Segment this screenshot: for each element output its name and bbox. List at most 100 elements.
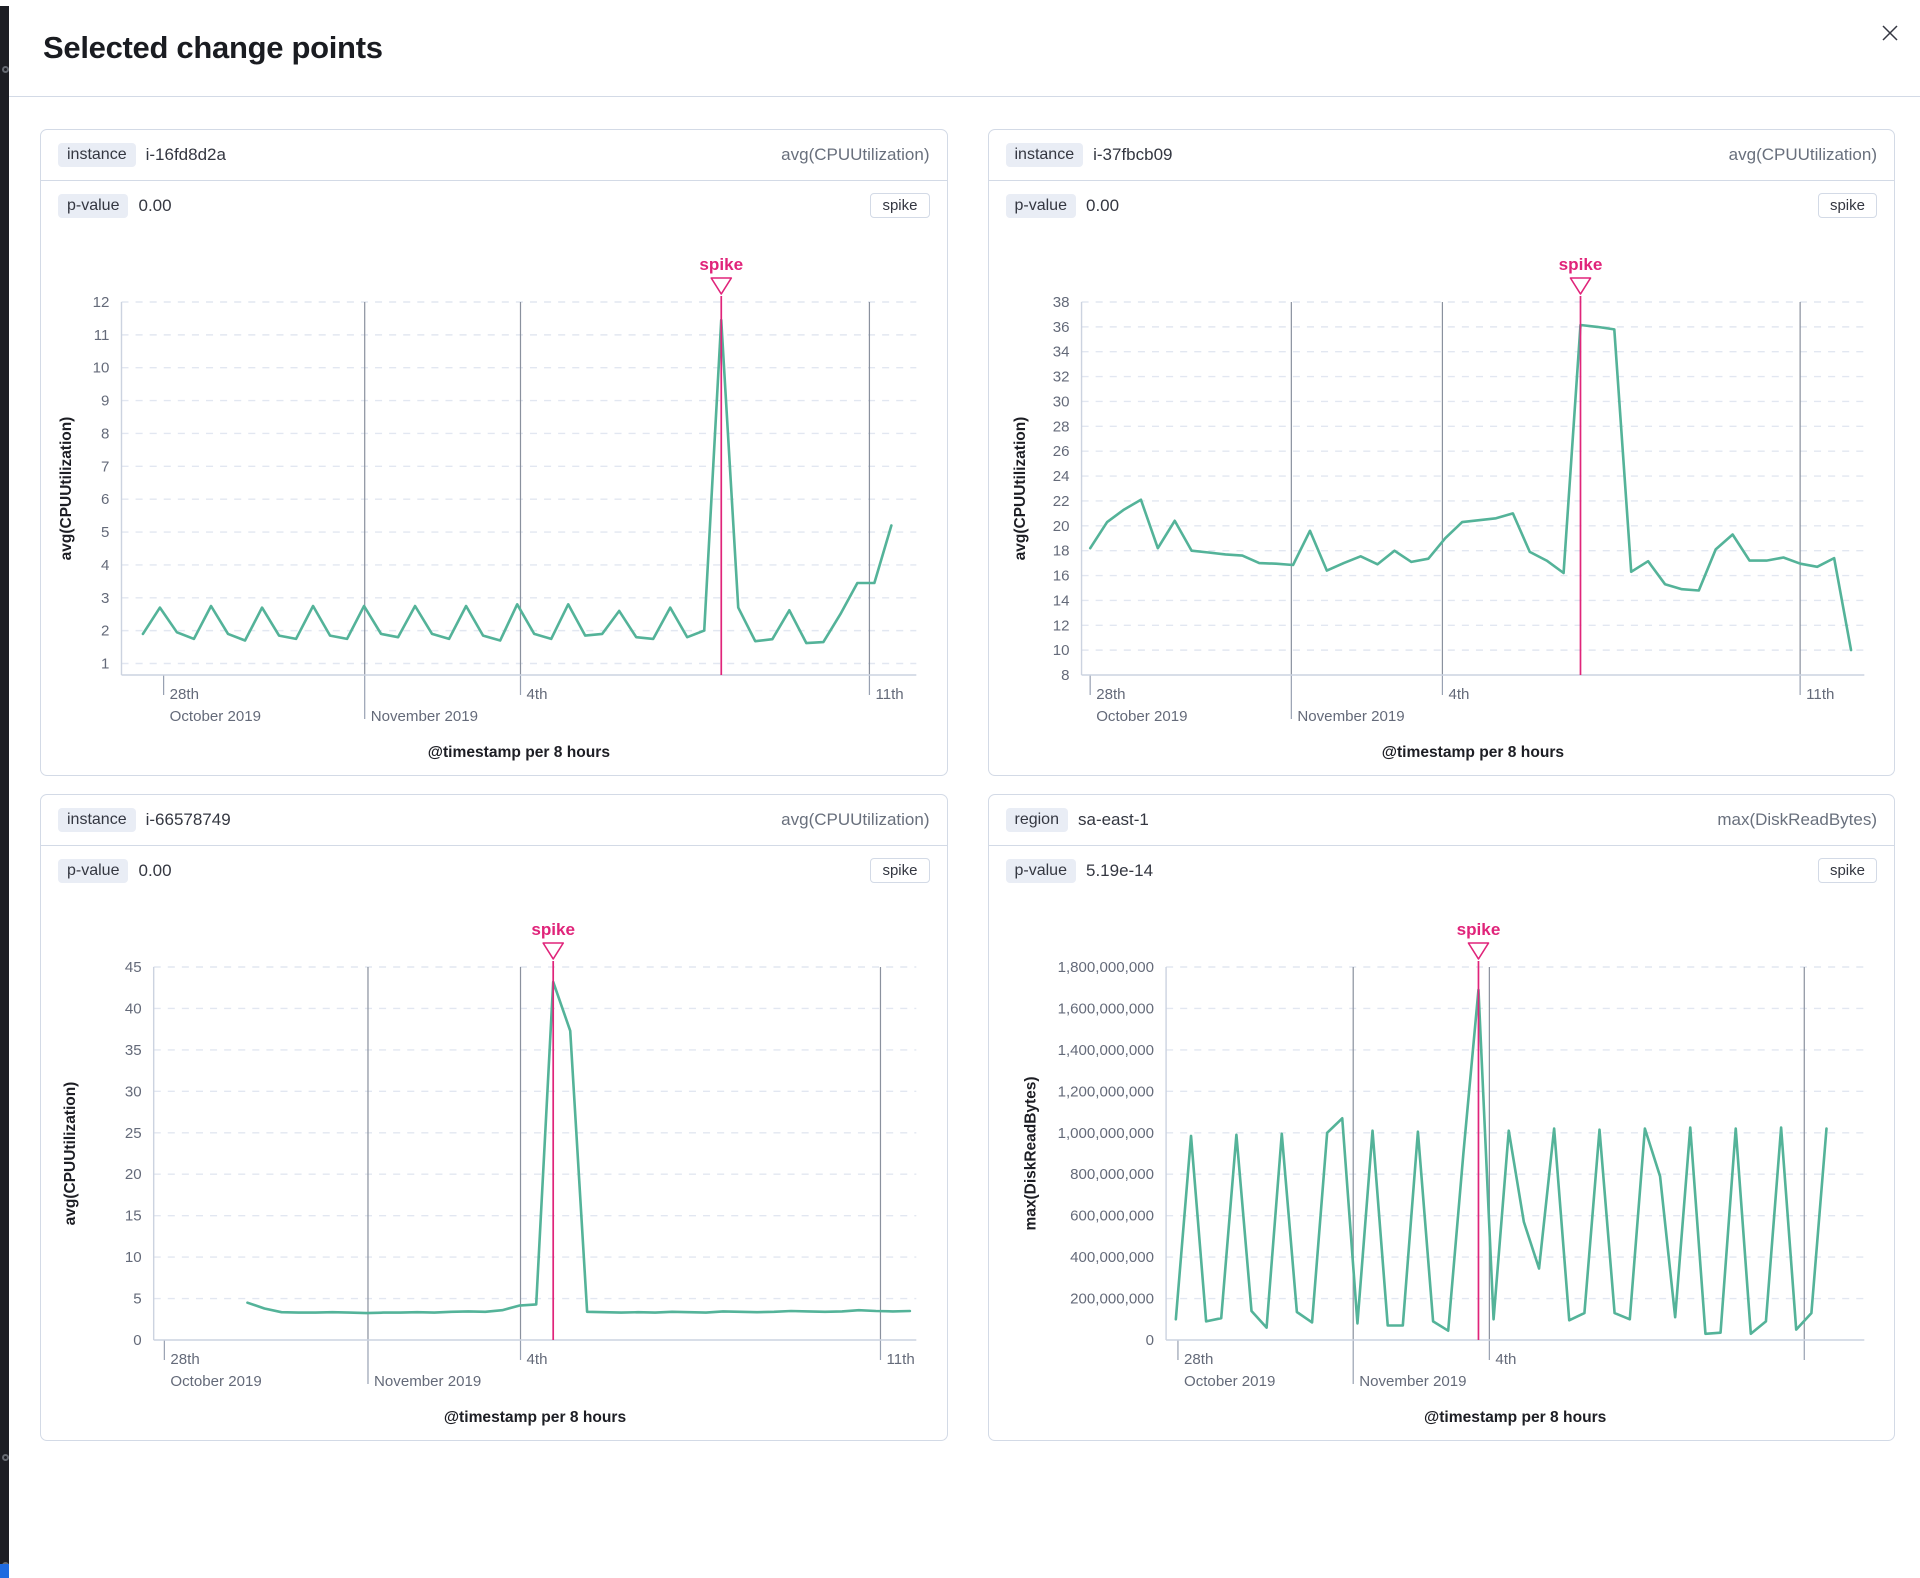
svg-text:@timestamp per 8 hours: @timestamp per 8 hours — [1381, 744, 1563, 761]
pvalue-row: p-value 0.00 spike — [988, 180, 1894, 230]
svg-text:36: 36 — [1052, 319, 1069, 336]
pvalue-badge: p-value — [1005, 858, 1076, 883]
svg-text:25: 25 — [125, 1125, 142, 1142]
svg-text:0: 0 — [1145, 1332, 1153, 1349]
svg-text:45: 45 — [125, 959, 142, 976]
svg-text:32: 32 — [1052, 369, 1069, 386]
svg-text:2: 2 — [101, 623, 109, 640]
svg-text:12: 12 — [93, 294, 110, 311]
change-point-grid: instance i-16fd8d2a avg(CPUUtilization) … — [9, 97, 1920, 1481]
svg-text:1,600,000,000: 1,600,000,000 — [1057, 1000, 1153, 1017]
close-button[interactable] — [1876, 20, 1904, 48]
field-name-badge: instance — [1005, 143, 1084, 167]
background-page-edge — [0, 6, 9, 1578]
svg-text:3: 3 — [101, 590, 109, 607]
chart-canvas[interactable]: 0 200,000,000 400,000,000 600,000,000 800,00… — [989, 895, 1895, 1440]
svg-text:4th: 4th — [527, 686, 548, 703]
pvalue-badge: p-value — [58, 193, 129, 218]
background-glyph-icon — [2, 66, 9, 73]
field-name-badge: instance — [58, 143, 136, 167]
chart-canvas[interactable]: 8 10 12 14 16 18 20 22 24 26 28 30 32 34 36 38 28th Octob… — [989, 230, 1895, 775]
svg-text:spike: spike — [531, 920, 575, 939]
svg-text:16: 16 — [1052, 568, 1069, 585]
svg-text:28th: 28th — [1096, 686, 1125, 703]
svg-text:avg(CPUUtilization): avg(CPUUtilization) — [1012, 417, 1029, 561]
svg-text:15: 15 — [125, 1208, 142, 1225]
card-header: instance i-66578749 avg(CPUUtilization) — [41, 795, 947, 845]
pvalue-row: p-value 0.00 spike — [41, 845, 947, 895]
svg-text:38: 38 — [1052, 294, 1069, 311]
svg-text:28: 28 — [1052, 418, 1069, 435]
svg-text:40: 40 — [125, 1000, 142, 1017]
svg-text:@timestamp per 8 hours: @timestamp per 8 hours — [1424, 1409, 1606, 1426]
svg-text:10: 10 — [93, 360, 110, 377]
svg-text:5: 5 — [101, 524, 109, 541]
pvalue-row: p-value 0.00 spike — [41, 180, 947, 230]
svg-text:11: 11 — [94, 327, 110, 344]
svg-text:35: 35 — [125, 1042, 142, 1059]
svg-text:October 2019: October 2019 — [1183, 1373, 1274, 1390]
svg-text:11th: 11th — [875, 686, 903, 703]
svg-text:11th: 11th — [1806, 686, 1834, 703]
modal-header: Selected change points — [9, 0, 1920, 97]
metric-label: avg(CPUUtilization) — [781, 145, 930, 164]
svg-text:spike: spike — [699, 255, 743, 274]
pvalue-row: p-value 5.19e-14 spike — [988, 845, 1894, 895]
svg-text:10: 10 — [1052, 642, 1069, 659]
metric-label: max(DiskReadBytes) — [1717, 810, 1877, 829]
change-type-badge: spike — [1817, 193, 1877, 218]
field-value: i-37fbcb09 — [1093, 145, 1173, 164]
field-value: i-66578749 — [145, 810, 231, 829]
close-icon — [1881, 24, 1899, 45]
svg-text:October 2019: October 2019 — [1096, 708, 1187, 725]
svg-text:400,000,000: 400,000,000 — [1070, 1249, 1154, 1266]
svg-text:20: 20 — [125, 1166, 142, 1183]
svg-text:October 2019: October 2019 — [170, 708, 261, 725]
svg-text:@timestamp per 8 hours: @timestamp per 8 hours — [444, 1409, 626, 1426]
chart-canvas[interactable]: 0 5 10 15 20 25 30 35 40 45 28th October 2019 Novemb… — [41, 895, 947, 1440]
svg-text:max(DiskReadBytes): max(DiskReadBytes) — [1022, 1076, 1039, 1230]
svg-text:20: 20 — [1052, 518, 1069, 535]
pvalue-value: 5.19e-14 — [1085, 860, 1154, 880]
card-header: instance i-37fbcb09 avg(CPUUtilization) — [989, 130, 1895, 180]
change-type-badge: spike — [870, 858, 930, 883]
metric-label: avg(CPUUtilization) — [1728, 145, 1877, 164]
svg-text:@timestamp per 8 hours: @timestamp per 8 hours — [428, 744, 610, 761]
svg-text:1,200,000,000: 1,200,000,000 — [1057, 1083, 1153, 1100]
svg-text:8: 8 — [1061, 667, 1069, 684]
chart-canvas[interactable]: 1 2 3 4 5 6 7 8 9 10 11 12 28th October 2019 November … — [41, 230, 947, 775]
svg-text:spike: spike — [1456, 920, 1500, 939]
svg-text:11th: 11th — [887, 1351, 915, 1368]
svg-text:7: 7 — [101, 458, 109, 475]
svg-text:34: 34 — [1052, 344, 1069, 361]
svg-text:5: 5 — [133, 1291, 141, 1308]
svg-text:avg(CPUUtilization): avg(CPUUtilization) — [58, 417, 75, 561]
change-point-card: instance i-37fbcb09 avg(CPUUtilization) … — [987, 129, 1895, 776]
svg-text:November 2019: November 2019 — [374, 1373, 481, 1390]
field-value: i-16fd8d2a — [145, 145, 226, 164]
svg-text:9: 9 — [101, 393, 109, 410]
svg-text:28th: 28th — [170, 686, 199, 703]
svg-text:October 2019: October 2019 — [170, 1373, 261, 1390]
svg-text:10: 10 — [125, 1249, 142, 1266]
svg-text:28th: 28th — [1183, 1351, 1212, 1368]
field-name-badge: instance — [58, 808, 136, 832]
svg-text:12: 12 — [1052, 617, 1069, 634]
svg-text:26: 26 — [1052, 443, 1069, 460]
svg-text:4th: 4th — [1448, 686, 1469, 703]
svg-text:spike: spike — [1558, 255, 1602, 274]
change-point-card: instance i-66578749 avg(CPUUtilization) … — [40, 794, 948, 1441]
field-value: sa-east-1 — [1077, 810, 1149, 829]
svg-text:200,000,000: 200,000,000 — [1070, 1291, 1154, 1308]
pvalue-badge: p-value — [1005, 193, 1076, 218]
svg-text:800,000,000: 800,000,000 — [1070, 1166, 1154, 1183]
card-header: region sa-east-1 max(DiskReadBytes) — [989, 795, 1895, 845]
card-header: instance i-16fd8d2a avg(CPUUtilization) — [41, 130, 947, 180]
page-title: Selected change points — [43, 30, 383, 65]
change-point-card: instance i-16fd8d2a avg(CPUUtilization) … — [40, 129, 948, 776]
pvalue-value: 0.00 — [1085, 195, 1120, 215]
svg-text:22: 22 — [1052, 493, 1069, 510]
svg-text:1,000,000,000: 1,000,000,000 — [1057, 1125, 1153, 1142]
svg-text:6: 6 — [101, 491, 109, 508]
pvalue-value: 0.00 — [138, 195, 172, 215]
